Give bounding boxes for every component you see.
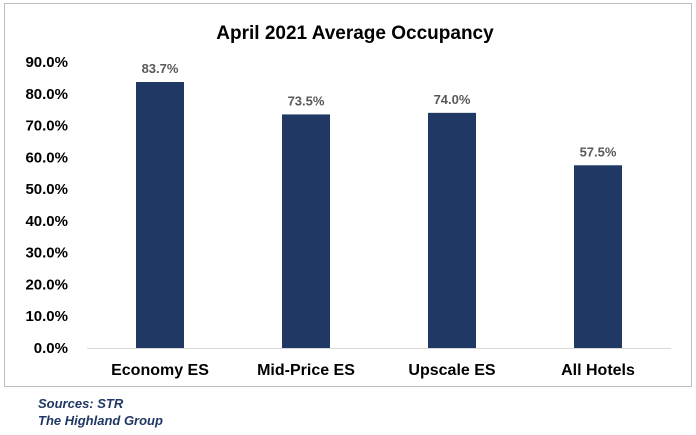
x-tick-label: Upscale ES bbox=[408, 362, 495, 379]
data-label: 73.5% bbox=[288, 93, 325, 108]
data-label: 83.7% bbox=[142, 61, 179, 76]
bar bbox=[574, 165, 622, 348]
source-line-2: The Highland Group bbox=[38, 413, 163, 428]
bar bbox=[136, 82, 184, 349]
bars: 83.7% 73.5% 74.0% 57.5% bbox=[136, 61, 622, 349]
x-tick-label: Mid-Price ES bbox=[257, 362, 355, 379]
data-label: 74.0% bbox=[434, 92, 471, 107]
y-tick-label: 80.0% bbox=[25, 86, 68, 103]
y-tick-label: 30.0% bbox=[25, 245, 68, 262]
bar-chart: April 2021 Average Occupancy 0.0% 10.0% 20… bbox=[25, 23, 671, 379]
bar bbox=[282, 114, 330, 348]
source-line-1: Sources: STR bbox=[38, 396, 124, 411]
y-tick-label: 90.0% bbox=[25, 54, 68, 71]
x-tick-label: Economy ES bbox=[111, 362, 209, 379]
chart-frame: April 2021 Average Occupancy 0.0% 10.0% 20… bbox=[4, 3, 692, 387]
x-axis: Economy ES Mid-Price ES Upscale ES All Hote… bbox=[87, 348, 671, 379]
y-tick-label: 70.0% bbox=[25, 118, 68, 135]
y-tick-label: 60.0% bbox=[25, 149, 68, 166]
y-tick-label: 10.0% bbox=[25, 308, 68, 325]
x-tick-label: All Hotels bbox=[561, 362, 635, 379]
chart-title: April 2021 Average Occupancy bbox=[216, 23, 494, 44]
y-tick-label: 40.0% bbox=[25, 213, 68, 230]
y-tick-label: 20.0% bbox=[25, 276, 68, 293]
y-tick-label: 0.0% bbox=[34, 340, 68, 357]
y-axis: 0.0% 10.0% 20.0% 30.0% 40.0% 50.0% 60.0% 70.0% 8… bbox=[25, 54, 68, 357]
y-tick-label: 50.0% bbox=[25, 181, 68, 198]
data-label: 57.5% bbox=[580, 144, 617, 159]
bar bbox=[428, 112, 476, 348]
